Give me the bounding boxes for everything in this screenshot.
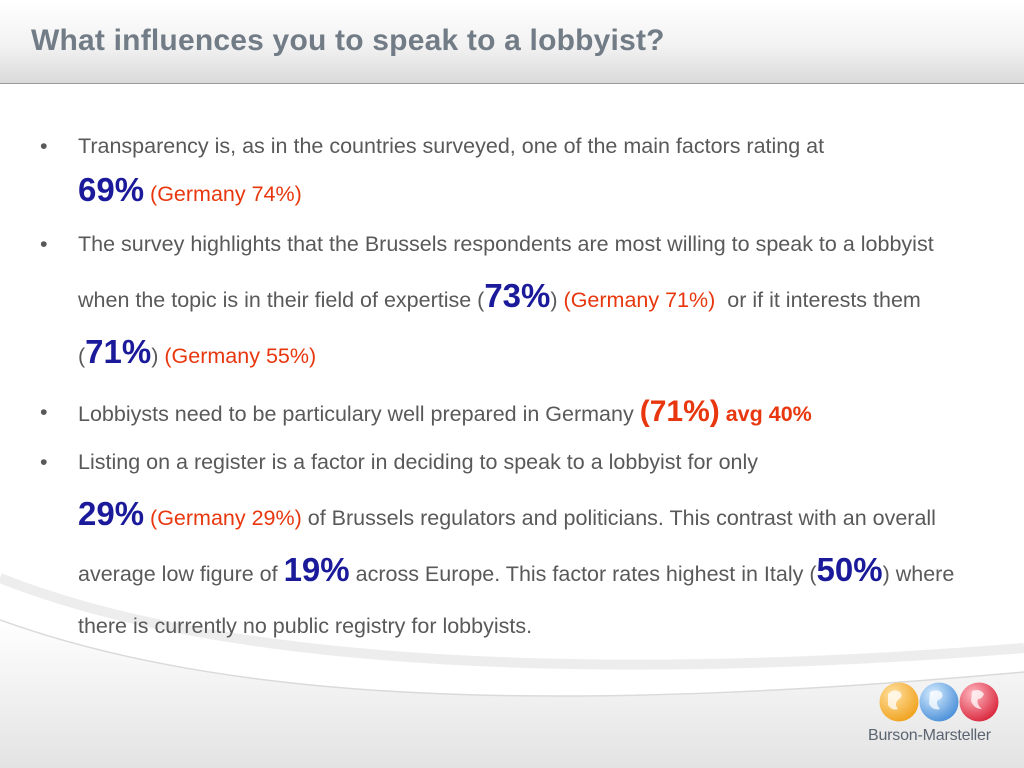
bullet-text: of Brussels regulators and politicians. … bbox=[78, 506, 936, 586]
slide-header: What influences you to speak to a lobbyi… bbox=[0, 0, 1024, 84]
bullet-text: across Europe. This factor rates highest… bbox=[355, 562, 817, 586]
germany-percentage: (71%) bbox=[639, 395, 720, 428]
bullet-text: Lobbiysts need to be particulary well pr… bbox=[78, 402, 634, 426]
logo-text: Burson-Marsteller bbox=[868, 727, 991, 744]
percentage-value: 71% bbox=[85, 333, 152, 370]
bullet-text: Listing on a register is a factor in dec… bbox=[78, 450, 759, 474]
bullet-text: ) bbox=[550, 288, 558, 312]
globes-icon bbox=[879, 682, 999, 722]
bullet-text: or if it interests them ( bbox=[78, 288, 921, 368]
percentage-value: 69% bbox=[78, 171, 145, 208]
percentage-value: 73% bbox=[484, 277, 551, 314]
bullet-germany-preparation: Lobbiysts need to be particulary well pr… bbox=[40, 390, 990, 436]
germany-value: (Germany 55%) bbox=[164, 344, 317, 368]
germany-value: (Germany 74%) bbox=[150, 182, 302, 206]
germany-value: (Germany 71%) bbox=[563, 288, 716, 312]
header-divider bbox=[0, 83, 1024, 84]
bullet-field-of-expertise: The survey highlights that the Brussels … bbox=[40, 218, 990, 382]
bullet-text: where there is currently no public regis… bbox=[78, 562, 955, 638]
percentage-value: 29% bbox=[78, 495, 145, 532]
average-value: avg 40% bbox=[725, 402, 812, 426]
bullet-register-listing: Listing on a register is a factor in dec… bbox=[40, 436, 990, 652]
bullet-text: ) bbox=[882, 562, 890, 586]
germany-value: (Germany 29%) bbox=[150, 506, 302, 530]
slide-title: What influences you to speak to a lobbyi… bbox=[31, 24, 665, 57]
bullet-text: ) bbox=[151, 344, 159, 368]
burson-marsteller-logo: Burson-Marsteller bbox=[866, 678, 1012, 754]
percentage-value: 19% bbox=[283, 551, 350, 588]
bullet-list: Transparency is, as in the countries sur… bbox=[40, 124, 990, 652]
percentage-value: 50% bbox=[816, 551, 883, 588]
bullet-text: Transparency is, as in the countries sur… bbox=[78, 134, 825, 158]
bullet-text: The survey highlights that the Brussels … bbox=[78, 232, 934, 312]
bullet-transparency: Transparency is, as in the countries sur… bbox=[40, 124, 990, 216]
